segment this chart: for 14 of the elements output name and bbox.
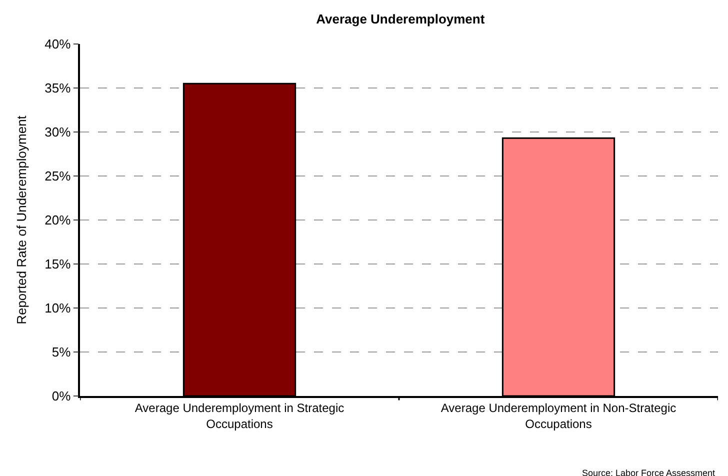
y-tick-label: 25%: [44, 168, 72, 184]
x-tick-label: Average Underemployment in Non-Strategic Occupations: [440, 401, 676, 431]
chart-title: Average Underemployment: [316, 11, 486, 26]
x-tick-label: Average Underemployment in Strategic Occupations: [134, 401, 344, 431]
y-tick-label: 10%: [44, 300, 72, 316]
y-axis-title: Reported Rate of Underemployment: [14, 115, 30, 324]
source-note: Source: Labor Force Assessment: [582, 468, 716, 476]
y-tick-label: 20%: [44, 212, 72, 228]
y-tick-label: 15%: [44, 256, 72, 272]
y-tick-label: 40%: [44, 36, 72, 52]
y-tick-label: 0%: [52, 388, 72, 404]
y-tick-label: 5%: [52, 344, 72, 360]
y-tick-label: 35%: [44, 80, 72, 96]
y-tick-label: 30%: [44, 124, 72, 140]
